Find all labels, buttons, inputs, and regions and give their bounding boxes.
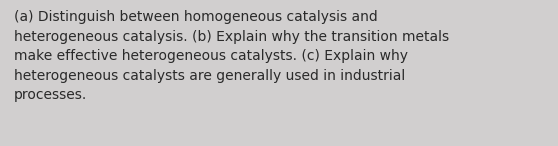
Text: (a) Distinguish between homogeneous catalysis and
heterogeneous catalysis. (b) E: (a) Distinguish between homogeneous cata… [14, 10, 449, 102]
